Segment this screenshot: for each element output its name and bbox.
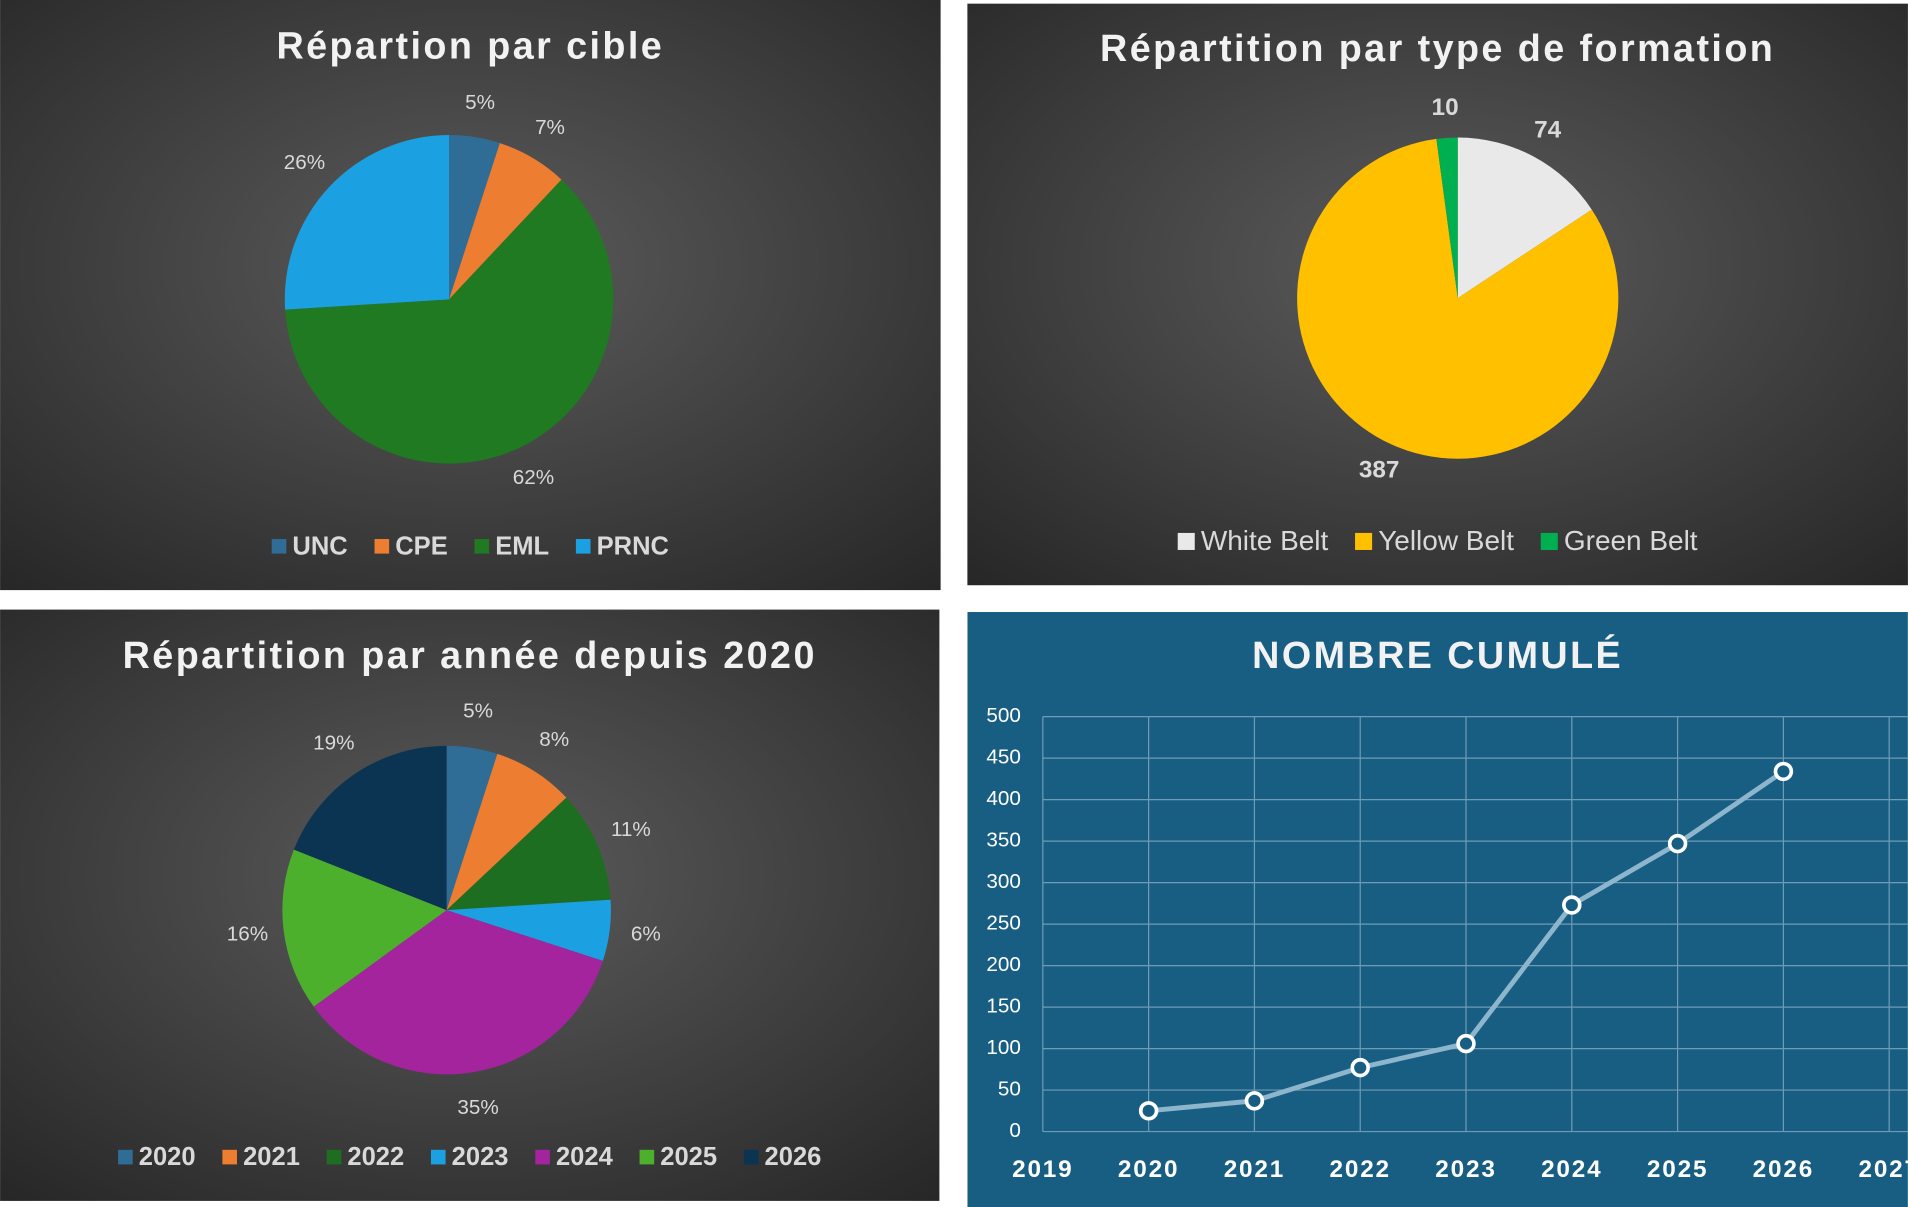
pie-slice — [446, 745, 498, 911]
pie-slice — [446, 753, 567, 911]
legend-label: CPE — [395, 532, 448, 560]
legend-swatch — [222, 1149, 237, 1165]
legend-swatch — [743, 1149, 759, 1165]
data-label: 62% — [513, 466, 554, 489]
pie-slice — [1457, 137, 1592, 299]
x-tick-label: 2022 — [1330, 1156, 1391, 1183]
pie-slice — [449, 143, 562, 300]
marker — [1773, 761, 1794, 782]
data-label: 26% — [284, 151, 325, 174]
legend-label: UNC — [292, 532, 347, 560]
y-tick-label: 250 — [986, 912, 1021, 935]
y-tick-label: 400 — [986, 787, 1021, 810]
legend-swatch — [271, 539, 287, 554]
legend-label: Yellow Belt — [1378, 525, 1514, 556]
x-tick-label: 2026 — [1753, 1156, 1814, 1183]
pie-slice — [282, 849, 447, 1007]
y-tick-label: 300 — [986, 870, 1021, 893]
x-tick-label: 2025 — [1647, 1156, 1708, 1183]
legend-label: 2022 — [347, 1143, 404, 1171]
legend-swatch — [1355, 532, 1373, 550]
data-label: 10 — [1432, 94, 1459, 121]
chart-title: Répartition par type de formation — [1100, 27, 1775, 69]
data-label: 35% — [457, 1096, 498, 1119]
legend-swatch — [474, 539, 490, 554]
legend-label: PRNC — [597, 532, 669, 560]
pie-slice — [285, 179, 614, 464]
marker — [1667, 833, 1688, 854]
y-tick-label: 100 — [986, 1036, 1021, 1059]
y-tick-label: 500 — [986, 704, 1021, 727]
data-label: 19% — [313, 732, 354, 755]
panel-background — [967, 612, 1908, 1207]
legend-label: 2025 — [660, 1143, 717, 1171]
y-tick-label: 450 — [986, 746, 1021, 769]
chart-panel: Répartition par année depuis 2020 5% 8% 11%… — [0, 609, 940, 1201]
pie-slice — [1297, 138, 1619, 459]
data-label: 11% — [611, 818, 651, 841]
pie-slice — [293, 745, 447, 911]
legend-label: Green Belt — [1564, 525, 1698, 556]
chart-panel: NOMBRE CUMULÉ 0 50 100 150 200 250 300 350 400 450… — [967, 612, 1908, 1207]
marker — [1244, 1091, 1265, 1111]
legend-swatch — [1540, 532, 1558, 550]
legend-label: White Belt — [1201, 525, 1329, 556]
legend-swatch — [430, 1149, 446, 1165]
marker — [1456, 1033, 1476, 1054]
pie-slice — [1436, 137, 1458, 299]
data-label: 387 — [1359, 456, 1400, 483]
legend-label: 2021 — [243, 1143, 300, 1171]
chart-panel: Répartition par type de formation 74 387 10… — [967, 3, 1908, 586]
legend-label: EML — [495, 532, 549, 560]
chart-title: Répartition par année depuis 2020 — [123, 634, 817, 676]
marker — [1350, 1057, 1370, 1078]
x-tick-label: 2024 — [1541, 1156, 1602, 1183]
legend-swatch — [1177, 532, 1195, 550]
legend-swatch — [326, 1149, 342, 1165]
legend-swatch — [118, 1149, 133, 1165]
data-label: 6% — [631, 923, 661, 946]
y-tick-label: 0 — [1009, 1119, 1021, 1142]
y-tick-label: 200 — [986, 953, 1021, 976]
chart-title: Répartion par cible — [276, 25, 664, 67]
legend-label: 2023 — [452, 1143, 509, 1171]
x-tick-label: 2027 — [1858, 1156, 1908, 1183]
pie-slice — [449, 135, 500, 300]
pie-slice — [446, 797, 611, 911]
x-tick-label: 2021 — [1224, 1156, 1285, 1183]
legend-swatch — [374, 539, 390, 554]
chart-panel: Répartion par cible 5% 7% 62% 26% UNC CPE EML PR… — [0, 0, 941, 591]
y-tick-label: 150 — [986, 995, 1021, 1018]
pie-slice — [446, 899, 611, 961]
pie-slice — [284, 135, 450, 310]
data-label: 5% — [465, 91, 495, 114]
data-label: 8% — [539, 728, 569, 751]
legend-label: 2024 — [556, 1143, 614, 1171]
chart-title: NOMBRE CUMULÉ — [1252, 634, 1623, 676]
x-tick-label: 2019 — [1012, 1156, 1073, 1183]
legend-label: 2026 — [765, 1143, 822, 1171]
legend-swatch — [575, 539, 591, 554]
x-tick-label: 2023 — [1435, 1156, 1496, 1183]
marker — [1562, 895, 1582, 915]
data-label: 74 — [1534, 116, 1562, 143]
data-label: 5% — [463, 699, 493, 722]
pie-slice — [313, 910, 603, 1075]
data-label: 16% — [227, 923, 268, 946]
legend-swatch — [535, 1149, 550, 1165]
x-tick-label: 2020 — [1118, 1156, 1179, 1183]
legend-swatch — [639, 1149, 655, 1165]
y-tick-label: 350 — [986, 829, 1021, 852]
legend-label: 2020 — [139, 1143, 196, 1171]
data-label: 7% — [535, 116, 565, 139]
y-tick-label: 50 — [998, 1078, 1021, 1101]
marker — [1138, 1101, 1159, 1121]
